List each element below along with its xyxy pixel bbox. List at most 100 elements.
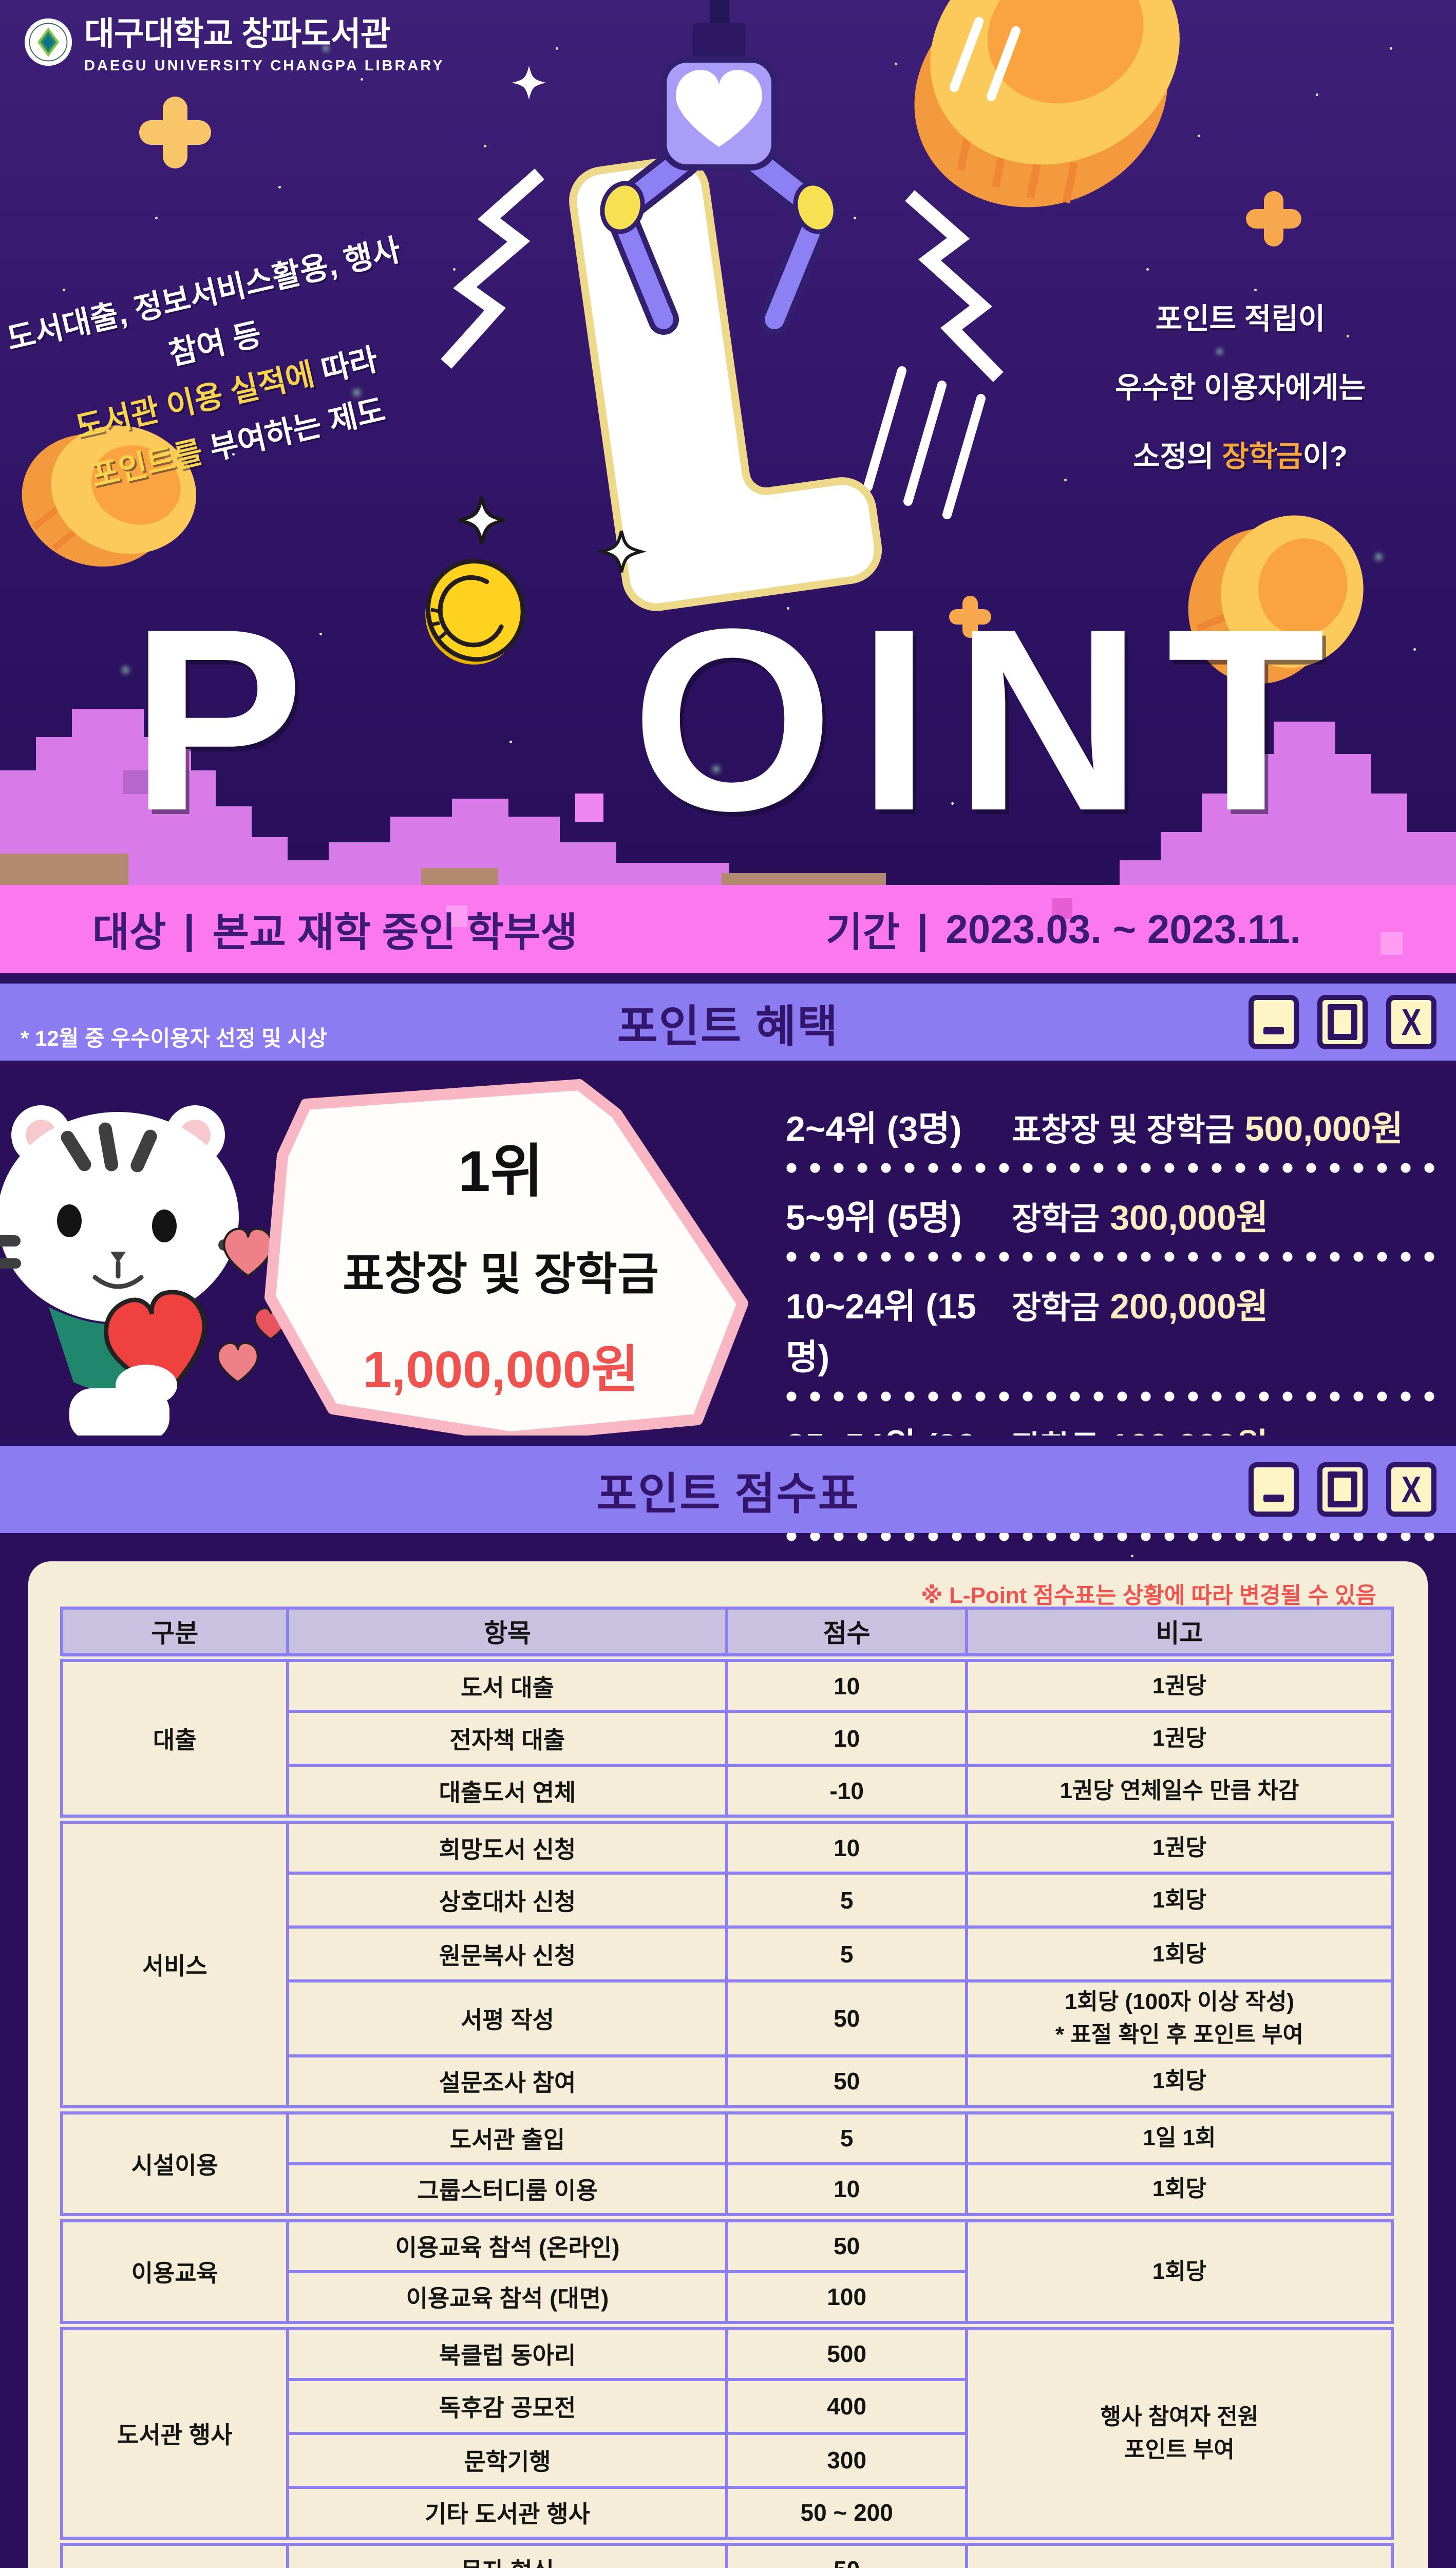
- scoreboard-title: 포인트 점수표: [596, 1469, 860, 1519]
- maximize-icon: [1328, 1471, 1357, 1507]
- score-cell: 10: [725, 1710, 968, 1767]
- score-cell: 10: [725, 1653, 968, 1713]
- score-card-note: ※ L-Point 점수표는 상황에 따라 변경될 수 있음: [920, 1583, 1376, 1608]
- window-controls: X: [1249, 1462, 1436, 1517]
- column-header: 비고: [965, 1607, 1394, 1662]
- group-cell: 도서관 홍보: [60, 2536, 290, 2568]
- minimize-icon: [1263, 1495, 1284, 1502]
- dotted-divider: [786, 1162, 1438, 1174]
- column-header: 항목: [286, 1607, 729, 1662]
- eligibility-strip: 대상 | 본교 재학 중인 학부생 기간 | 2023.03. ~ 2023.1…: [0, 885, 1456, 973]
- benefit-amount: 300,000원: [1110, 1198, 1269, 1237]
- score-card: ※ L-Point 점수표는 상황에 따라 변경될 수 있음 구분 항목 점수 비고 …: [28, 1561, 1428, 2568]
- score-cell: 400: [725, 2377, 968, 2435]
- score-cell: 10: [725, 2162, 968, 2219]
- benefit-row: 10~24위 (15명) 장학금 200,000원: [786, 1262, 1438, 1391]
- score-cell: 50: [725, 2213, 968, 2273]
- item-cell: 도서 대출: [286, 1653, 729, 1713]
- minimize-icon: [1263, 1027, 1284, 1034]
- item-cell: 대출도서 연체: [286, 1764, 729, 1821]
- score-cell: 5: [725, 1925, 968, 1982]
- period-row: 기간 | 2023.03. ~ 2023.11.: [826, 900, 1301, 958]
- benefits-header-band: * 12월 중 우수이용자 선정 및 시상 포인트 혜택 X: [0, 984, 1456, 1061]
- benefit-prize: 장학금: [1012, 1290, 1100, 1326]
- close-button[interactable]: X: [1386, 995, 1436, 1049]
- score-table-body: 대출 도서 대출 10 1권당 전자책 대출 10 1권당 대출도서 연체 -10 1권당 연체일…: [60, 1653, 1394, 2568]
- item-cell: 독후감 공모전: [286, 2377, 729, 2435]
- score-cell: 5: [725, 1872, 968, 1929]
- benefits-note: * 12월 중 우수이용자 선정 및 시상: [21, 1026, 327, 1050]
- benefit-prize: 표창장 및 장학금: [1012, 1112, 1235, 1148]
- target-value: 본교 재학 중인 학부생: [212, 910, 578, 955]
- hero-teaser-line1: 포인트 적립이: [1155, 303, 1326, 335]
- minimize-button[interactable]: [1249, 1462, 1299, 1517]
- benefit-rank: 10~24위 (15명): [786, 1287, 976, 1377]
- close-button[interactable]: X: [1386, 1462, 1436, 1517]
- item-cell: 이용교육 참석 (온라인): [286, 2213, 729, 2273]
- hero-teaser-line3: 소정의 장학금이?: [1133, 440, 1348, 473]
- score-cell: 500: [725, 2320, 968, 2381]
- score-cell: 100: [725, 2270, 968, 2327]
- benefits-title: 포인트 혜택: [617, 1002, 839, 1051]
- item-cell: 도서관 출입: [286, 2105, 729, 2165]
- maximize-button[interactable]: [1317, 995, 1368, 1049]
- benefit-rank: 5~9위 (5명): [786, 1198, 962, 1237]
- note-cell: 1회당: [965, 1872, 1394, 1929]
- benefit-row: 2~4위 (3명) 표창장 및 장학금 500,000원: [786, 1085, 1438, 1162]
- hero-teaser: 포인트 적립이 우수한 이용자에게는 소정의 장학금이?: [1096, 285, 1384, 492]
- dotted-divider: [786, 1251, 1438, 1262]
- close-icon: X: [1401, 1468, 1422, 1510]
- note-cell: 행사 참여자 전원 포인트 부여: [965, 2320, 1394, 2543]
- target-label: 대상: [92, 910, 166, 955]
- score-cell: 50: [725, 2536, 968, 2568]
- item-cell: 설문조사 참여: [286, 2054, 729, 2111]
- item-cell: 서평 작성: [286, 1979, 729, 2057]
- note-cell: 1회당 (100자 이상 작성) * 표절 확인 후 포인트 부여: [965, 1979, 1394, 2057]
- tiger-mascot-illustration: [0, 1105, 287, 1441]
- maximize-icon: [1328, 1004, 1357, 1040]
- item-cell: 상호대차 신청: [286, 1872, 729, 1929]
- benefit-prize: 장학금: [1012, 1201, 1100, 1237]
- minimize-button[interactable]: [1249, 995, 1299, 1049]
- target-row: 대상 | 본교 재학 중인 학부생: [92, 900, 577, 958]
- score-cell: 50: [725, 1979, 968, 2057]
- first-prize: 1위 표창장 및 장학금 1,000,000원: [288, 1125, 714, 1402]
- column-header: 점수: [725, 1607, 968, 1662]
- item-cell: 원문복사 신청: [286, 1925, 729, 1982]
- score-table-head: 구분 항목 점수 비고: [60, 1607, 1394, 1662]
- first-prize-rank: 1위: [458, 1139, 543, 1203]
- point-letter-p: P: [131, 575, 329, 865]
- item-cell: 희망도서 신청: [286, 1815, 729, 1875]
- group-cell: 이용교육: [60, 2213, 290, 2327]
- period-value: 2023.03. ~ 2023.11.: [946, 906, 1301, 952]
- maximize-button[interactable]: [1317, 1462, 1368, 1517]
- window-controls: X: [1249, 995, 1436, 1049]
- point-wordmark: P OINT: [131, 559, 1350, 865]
- note-cell: 홍보 1건당: [965, 2536, 1394, 2568]
- university-seal-icon: [24, 18, 72, 66]
- item-cell: 기타 도서관 행사: [286, 2485, 729, 2543]
- column-header: 구분: [60, 1607, 290, 1662]
- divider: [0, 973, 1456, 984]
- score-cell: 5: [725, 2105, 968, 2165]
- note-cell: 1권당: [965, 1815, 1394, 1875]
- separator: |: [183, 906, 195, 952]
- first-prize-amount: 1,000,000원: [363, 1341, 639, 1399]
- scoreboard-header-band: 포인트 점수표 X: [0, 1446, 1456, 1533]
- score-cell: 50 ~ 200: [725, 2485, 968, 2543]
- note-cell: 1회당: [965, 2162, 1394, 2219]
- starfield: [0, 1533, 3, 1536]
- item-cell: 문학기행: [286, 2431, 729, 2489]
- note-cell: 1권당 연체일수 만큼 차감: [965, 1764, 1394, 1821]
- group-cell: 시설이용: [60, 2105, 290, 2219]
- pixel-deco: [1381, 932, 1403, 955]
- item-cell: 문자 형식: [286, 2536, 729, 2568]
- group-cell: 대출: [60, 1653, 290, 1821]
- separator: |: [917, 906, 929, 952]
- pixel-deco: [446, 905, 467, 927]
- divider: [0, 1436, 1456, 1446]
- dotted-divider: [786, 1391, 1438, 1402]
- note-cell: 1권당: [965, 1653, 1394, 1713]
- hero-teaser-line2: 우수한 이용자에게는: [1115, 371, 1366, 404]
